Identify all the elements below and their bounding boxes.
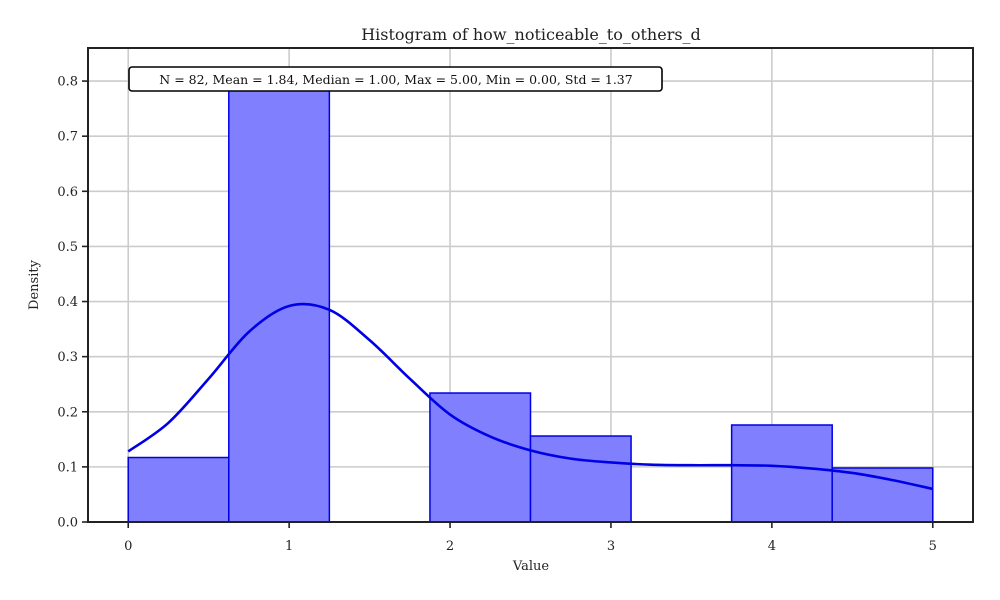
y-tick-label: 0.2 [57,405,78,420]
y-tick-label: 0.1 [57,460,78,475]
x-axis-ticks: 0 1 2 3 4 5 [124,522,937,554]
x-tick-label: 5 [929,539,937,554]
x-tick-label: 1 [285,539,293,554]
kde-curve-group [127,302,934,491]
y-axis-label: Density [27,259,42,310]
x-tick-label: 3 [607,539,615,554]
histogram-bar [529,435,632,523]
y-tick-label: 0.4 [57,295,78,310]
x-tick-label: 0 [124,539,132,554]
x-axis-label: Value [512,559,549,574]
histogram-bar [831,467,934,523]
y-tick-label: 0.0 [57,516,78,531]
y-tick-label: 0.5 [57,240,78,255]
stats-box [128,66,663,92]
histogram-bar [127,456,230,523]
y-tick-label: 0.7 [57,130,78,145]
stats-text: N = 82, Mean = 1.84, Median = 1.00, Max … [159,72,632,87]
stats-annotation: N = 82, Mean = 1.84, Median = 1.00, Max … [128,66,663,92]
plot-frame [87,47,974,523]
histogram-bars [127,85,934,523]
chart-title: Histogram of how_noticeable_to_others_d [361,25,701,44]
y-tick-label: 0.3 [57,350,78,365]
histogram-bar [730,424,833,523]
histogram-bar [429,392,532,523]
kde-line [127,302,934,491]
y-axis-ticks: 0.0 0.1 0.2 0.3 0.4 0.5 0.6 0.7 0.8 [57,75,88,531]
x-tick-label: 2 [446,539,454,554]
y-tick-label: 0.8 [57,75,78,90]
x-tick-label: 4 [768,539,776,554]
y-tick-label: 0.6 [57,185,78,200]
